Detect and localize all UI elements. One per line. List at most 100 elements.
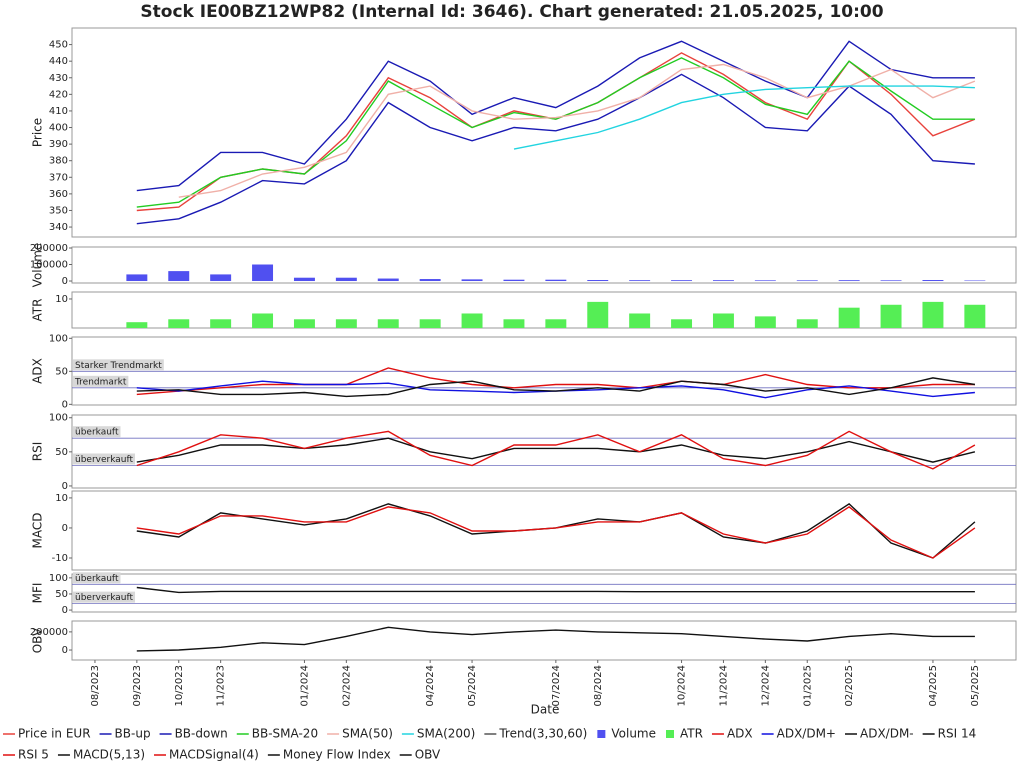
y-tick-label: 100 <box>49 573 68 584</box>
legend-item: MACD(5,13) <box>58 748 145 762</box>
y-tick-label: 340 <box>49 222 68 233</box>
x-tick-label: 08/2023 <box>90 665 101 707</box>
legend-label: ADX <box>727 727 753 741</box>
legend-item: ADX <box>712 727 753 741</box>
y-axis-label: ADX <box>31 358 45 384</box>
x-tick-label: 08/2024 <box>593 665 604 707</box>
bar <box>713 280 734 281</box>
x-tick-label: 05/2024 <box>467 665 478 707</box>
bar <box>503 280 524 281</box>
y-axis-label: RSI <box>31 442 45 462</box>
legend-item: RSI 14 <box>923 727 977 741</box>
legend-label: BB-down <box>175 727 228 741</box>
x-tick-label: 09/2023 <box>132 665 143 707</box>
y-axis-label: Price <box>31 118 45 147</box>
y-tick-label: 390 <box>49 139 68 150</box>
bar <box>126 322 147 328</box>
bar <box>420 279 441 281</box>
x-tick-label: 11/2024 <box>718 665 729 707</box>
legend-label: Price in EUR <box>18 727 91 741</box>
bar <box>964 305 985 328</box>
bar <box>545 280 566 281</box>
y-tick-label: 100000 <box>30 260 68 271</box>
bar <box>210 319 231 328</box>
legend-item: Volume <box>597 727 656 741</box>
legend-label: RSI 14 <box>938 727 977 741</box>
bar <box>503 319 524 328</box>
bar <box>336 319 357 328</box>
annotation: überverkauft <box>75 455 134 465</box>
bar <box>545 319 566 328</box>
legend-item: MACDSignal(4) <box>154 748 259 762</box>
legend-item: BB-SMA-20 <box>237 727 318 741</box>
y-tick-label: 100 <box>49 333 68 344</box>
legend-item: BB-down <box>160 727 228 741</box>
y-tick-label: 0 <box>62 645 68 656</box>
bar <box>252 313 273 328</box>
bar <box>252 265 273 282</box>
y-tick-label: 0 <box>62 605 68 616</box>
bar <box>881 305 902 328</box>
bar <box>126 274 147 281</box>
bar <box>294 319 315 328</box>
legend-label: MACD(5,13) <box>73 748 145 762</box>
y-tick-label: 0 <box>62 523 68 534</box>
bar <box>629 313 650 328</box>
legend-label: BB-up <box>115 727 151 741</box>
panel-frame <box>72 574 1016 612</box>
y-tick-label: 200000 <box>30 627 68 638</box>
x-tick-label: 04/2024 <box>425 665 436 707</box>
annotation: Trendmarkt <box>74 377 127 387</box>
x-tick-label: 05/2025 <box>970 665 981 707</box>
y-tick-label: 200000 <box>30 243 68 254</box>
legend-swatch <box>597 730 605 738</box>
bar <box>922 280 943 281</box>
y-tick-label: 380 <box>49 156 68 167</box>
y-tick-label: 100 <box>49 413 68 424</box>
panel-frame <box>72 621 1016 660</box>
x-tick-label: 01/2025 <box>802 665 813 707</box>
bar <box>881 280 902 281</box>
y-tick-label: 350 <box>49 205 68 216</box>
x-axis-label: Date <box>531 703 560 717</box>
bar <box>168 319 189 328</box>
y-tick-label: 450 <box>49 40 68 51</box>
chart-title: Stock IE00BZ12WP82 (Internal Id: 3646). … <box>140 2 883 22</box>
annotation: überkauft <box>75 574 119 584</box>
bar <box>755 316 776 328</box>
legend-item: SMA(50) <box>327 727 393 741</box>
y-tick-label: 430 <box>49 73 68 84</box>
bar <box>378 319 399 328</box>
legend-item: Price in EUR <box>3 727 91 741</box>
legend-item: OBV <box>400 748 441 762</box>
y-tick-label: 370 <box>49 172 68 183</box>
bar <box>839 280 860 281</box>
bar <box>629 280 650 281</box>
legend-label: ADX/DM- <box>860 727 914 741</box>
legend-label: Money Flow Index <box>283 748 391 762</box>
y-tick-label: 400 <box>49 123 68 134</box>
y-tick-label: 360 <box>49 189 68 200</box>
legend-item: ADX/DM- <box>845 727 914 741</box>
bar <box>294 278 315 281</box>
legend-item: RSI 5 <box>3 748 49 762</box>
y-tick-label: 420 <box>49 89 68 100</box>
bar <box>797 319 818 328</box>
bar <box>587 302 608 328</box>
bar <box>420 319 441 328</box>
y-axis-label: ATR <box>31 299 45 322</box>
legend-label: OBV <box>415 748 441 762</box>
y-tick-label: 50 <box>55 589 68 600</box>
bar <box>462 279 483 281</box>
y-axis-label: MACD <box>31 513 45 549</box>
y-axis-label: MFI <box>31 583 45 604</box>
x-tick-label: 10/2024 <box>677 665 688 707</box>
y-tick-label: 0 <box>62 276 68 287</box>
legend-swatch <box>666 730 674 738</box>
bar <box>336 278 357 281</box>
x-tick-label: 10/2023 <box>174 665 185 707</box>
legend-item: ADX/DM+ <box>762 727 836 741</box>
y-tick-label: 10 <box>55 493 68 504</box>
x-tick-label: 07/2024 <box>551 665 562 707</box>
